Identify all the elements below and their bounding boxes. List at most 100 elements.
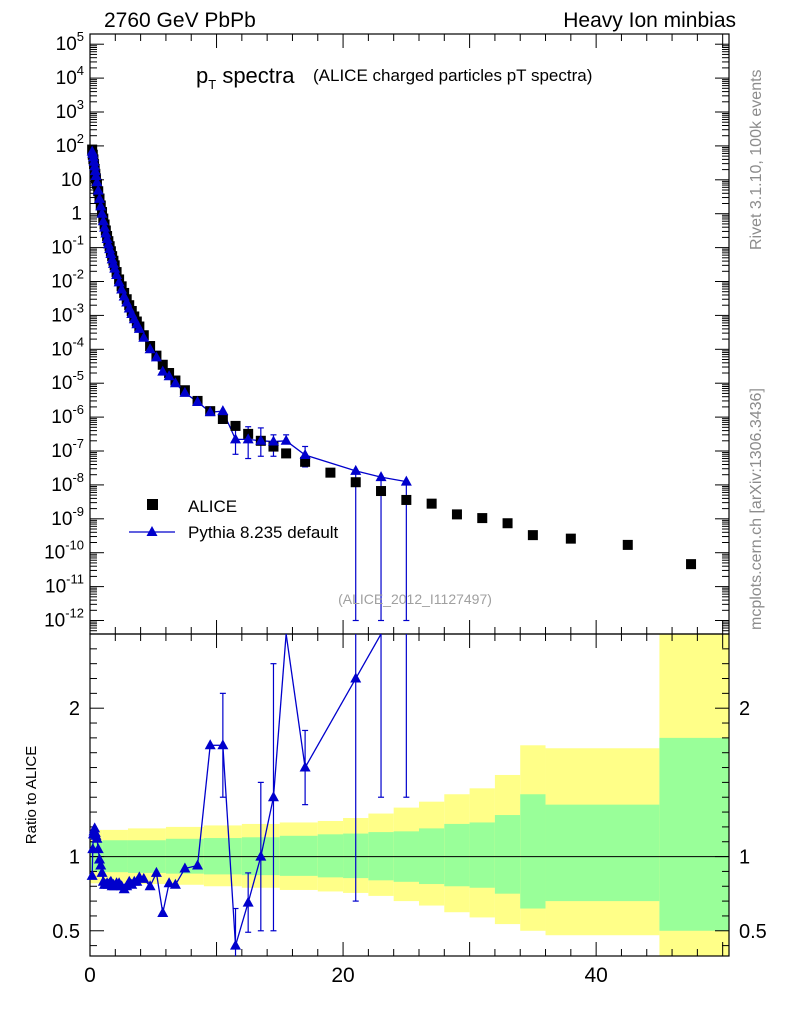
y-tick-label: 10-10	[44, 538, 84, 564]
pythia-data-point	[400, 475, 412, 486]
ratio-data-point	[92, 843, 104, 854]
ratio-data-point	[95, 859, 107, 870]
alice-data-point	[401, 494, 412, 505]
legend-pythia-label: Pythia 8.235 default	[188, 523, 339, 542]
chart-title: pT spectra	[196, 63, 295, 92]
pythia-data-point	[87, 151, 99, 162]
ratio-plot-frame	[89, 633, 730, 957]
ratio-data-point	[217, 739, 229, 750]
alice-data-point	[268, 441, 279, 452]
ratio-y-tick-label-right: 1	[739, 847, 750, 869]
pythia-data-point	[138, 331, 150, 342]
pythia-data-point	[89, 165, 101, 176]
pythia-data-point	[204, 406, 216, 417]
x-tick-label: 40	[584, 964, 607, 987]
ratio-y-axis-label: Ratio to ALICE	[23, 746, 40, 844]
ratio-data-point	[163, 877, 175, 888]
legend-pythia-marker	[146, 526, 158, 536]
alice-data-point	[426, 498, 437, 509]
legend-alice-label: ALICE	[188, 497, 237, 516]
pythia-data-point	[144, 343, 156, 354]
pythia-data-point	[255, 434, 267, 445]
analysis-watermark: (ALICE_2012_I1127497)	[338, 591, 492, 607]
ratio-line-segment	[304, 678, 357, 768]
y-tick-label: 10-9	[51, 504, 84, 530]
ratio-data-point	[157, 906, 169, 917]
header-left: 2760 GeV PbPb	[104, 9, 256, 32]
pythia-data-point	[230, 433, 242, 444]
legend-alice-marker	[147, 499, 158, 510]
alice-data-point	[281, 448, 292, 459]
y-tick-label: 10-5	[51, 368, 84, 394]
pythia-data-point	[157, 365, 169, 376]
ratio-line-segment	[234, 902, 249, 946]
pythia-data-point	[133, 322, 145, 333]
pythia-data-point	[375, 471, 387, 482]
pythia-data-point	[169, 377, 181, 388]
ratio-data-point	[350, 672, 362, 683]
pythia-data-point	[150, 351, 162, 362]
ratio-data-point	[96, 866, 108, 877]
alice-data-point	[622, 539, 633, 550]
y-tick-label: 105	[56, 29, 84, 55]
pythia-data-point	[96, 207, 108, 218]
y-tick-label: 10-11	[45, 572, 84, 598]
ratio-line-segment	[196, 745, 211, 866]
pythia-data-point	[92, 184, 104, 195]
pythia-data-point	[100, 227, 112, 238]
ratio-data-point	[299, 761, 311, 772]
pythia-data-point	[242, 433, 254, 444]
x-tick-label: 20	[331, 964, 354, 987]
pythia-data-point	[192, 395, 204, 406]
ratio-line-segment	[222, 745, 237, 946]
y-tick-label: 103	[56, 97, 84, 123]
alice-data-point	[451, 509, 462, 520]
y-tick-label: 1	[71, 204, 82, 225]
ratio-data-point	[150, 866, 162, 877]
ratio-y-tick-label-right: 2	[739, 698, 750, 720]
ratio-data-point	[138, 872, 150, 883]
ratio-data-point	[267, 791, 279, 802]
ratio-data-point	[230, 939, 242, 950]
alice-data-point	[230, 420, 241, 431]
y-tick-label: 10-3	[51, 300, 84, 326]
pythia-data-point	[93, 192, 105, 203]
alice-data-point	[565, 533, 576, 544]
pythia-data-point	[280, 434, 292, 445]
legend: ALICE Pythia 8.235 default	[129, 497, 339, 542]
ratio-line-segment	[247, 856, 262, 903]
uncertainty-band-inner	[494, 815, 521, 894]
y-tick-label: 10-4	[51, 334, 84, 360]
ratio-line-segment	[355, 633, 382, 679]
pythia-data-point	[111, 269, 123, 280]
ratio-line-segment	[162, 883, 170, 914]
pythia-data-point	[105, 247, 117, 258]
alice-data-point	[527, 530, 538, 541]
alice-data-point	[157, 359, 168, 370]
pythia-data-point	[113, 276, 125, 287]
ratio-y-tick-label: 0.5	[52, 921, 80, 943]
alice-data-point	[300, 456, 311, 467]
ratio-data-point	[86, 869, 98, 880]
pythia-data-point	[90, 169, 102, 180]
x-tick-label: 0	[84, 964, 96, 987]
pythia-data-point	[101, 232, 113, 243]
uncertainty-band-inner	[659, 737, 729, 931]
pythia-data-point	[350, 464, 362, 475]
uncertainty-band-inner	[279, 835, 318, 876]
y-tick-label: 104	[56, 63, 84, 89]
ratio-line-segment	[260, 797, 275, 857]
alice-data-point	[502, 518, 513, 529]
uncertainty-band-inner	[520, 794, 546, 909]
ratio-line-segment	[155, 872, 164, 914]
uncertainty-band-inner	[469, 822, 495, 888]
ratio-data-point	[169, 878, 181, 889]
ratio-data-point	[204, 739, 216, 750]
pythia-data-point	[89, 160, 101, 171]
alice-data-point	[686, 559, 697, 570]
ratio-data-point	[192, 859, 204, 870]
pythia-data-point	[179, 386, 191, 397]
pythia-data-point	[91, 176, 103, 187]
alice-data-point	[350, 477, 361, 488]
